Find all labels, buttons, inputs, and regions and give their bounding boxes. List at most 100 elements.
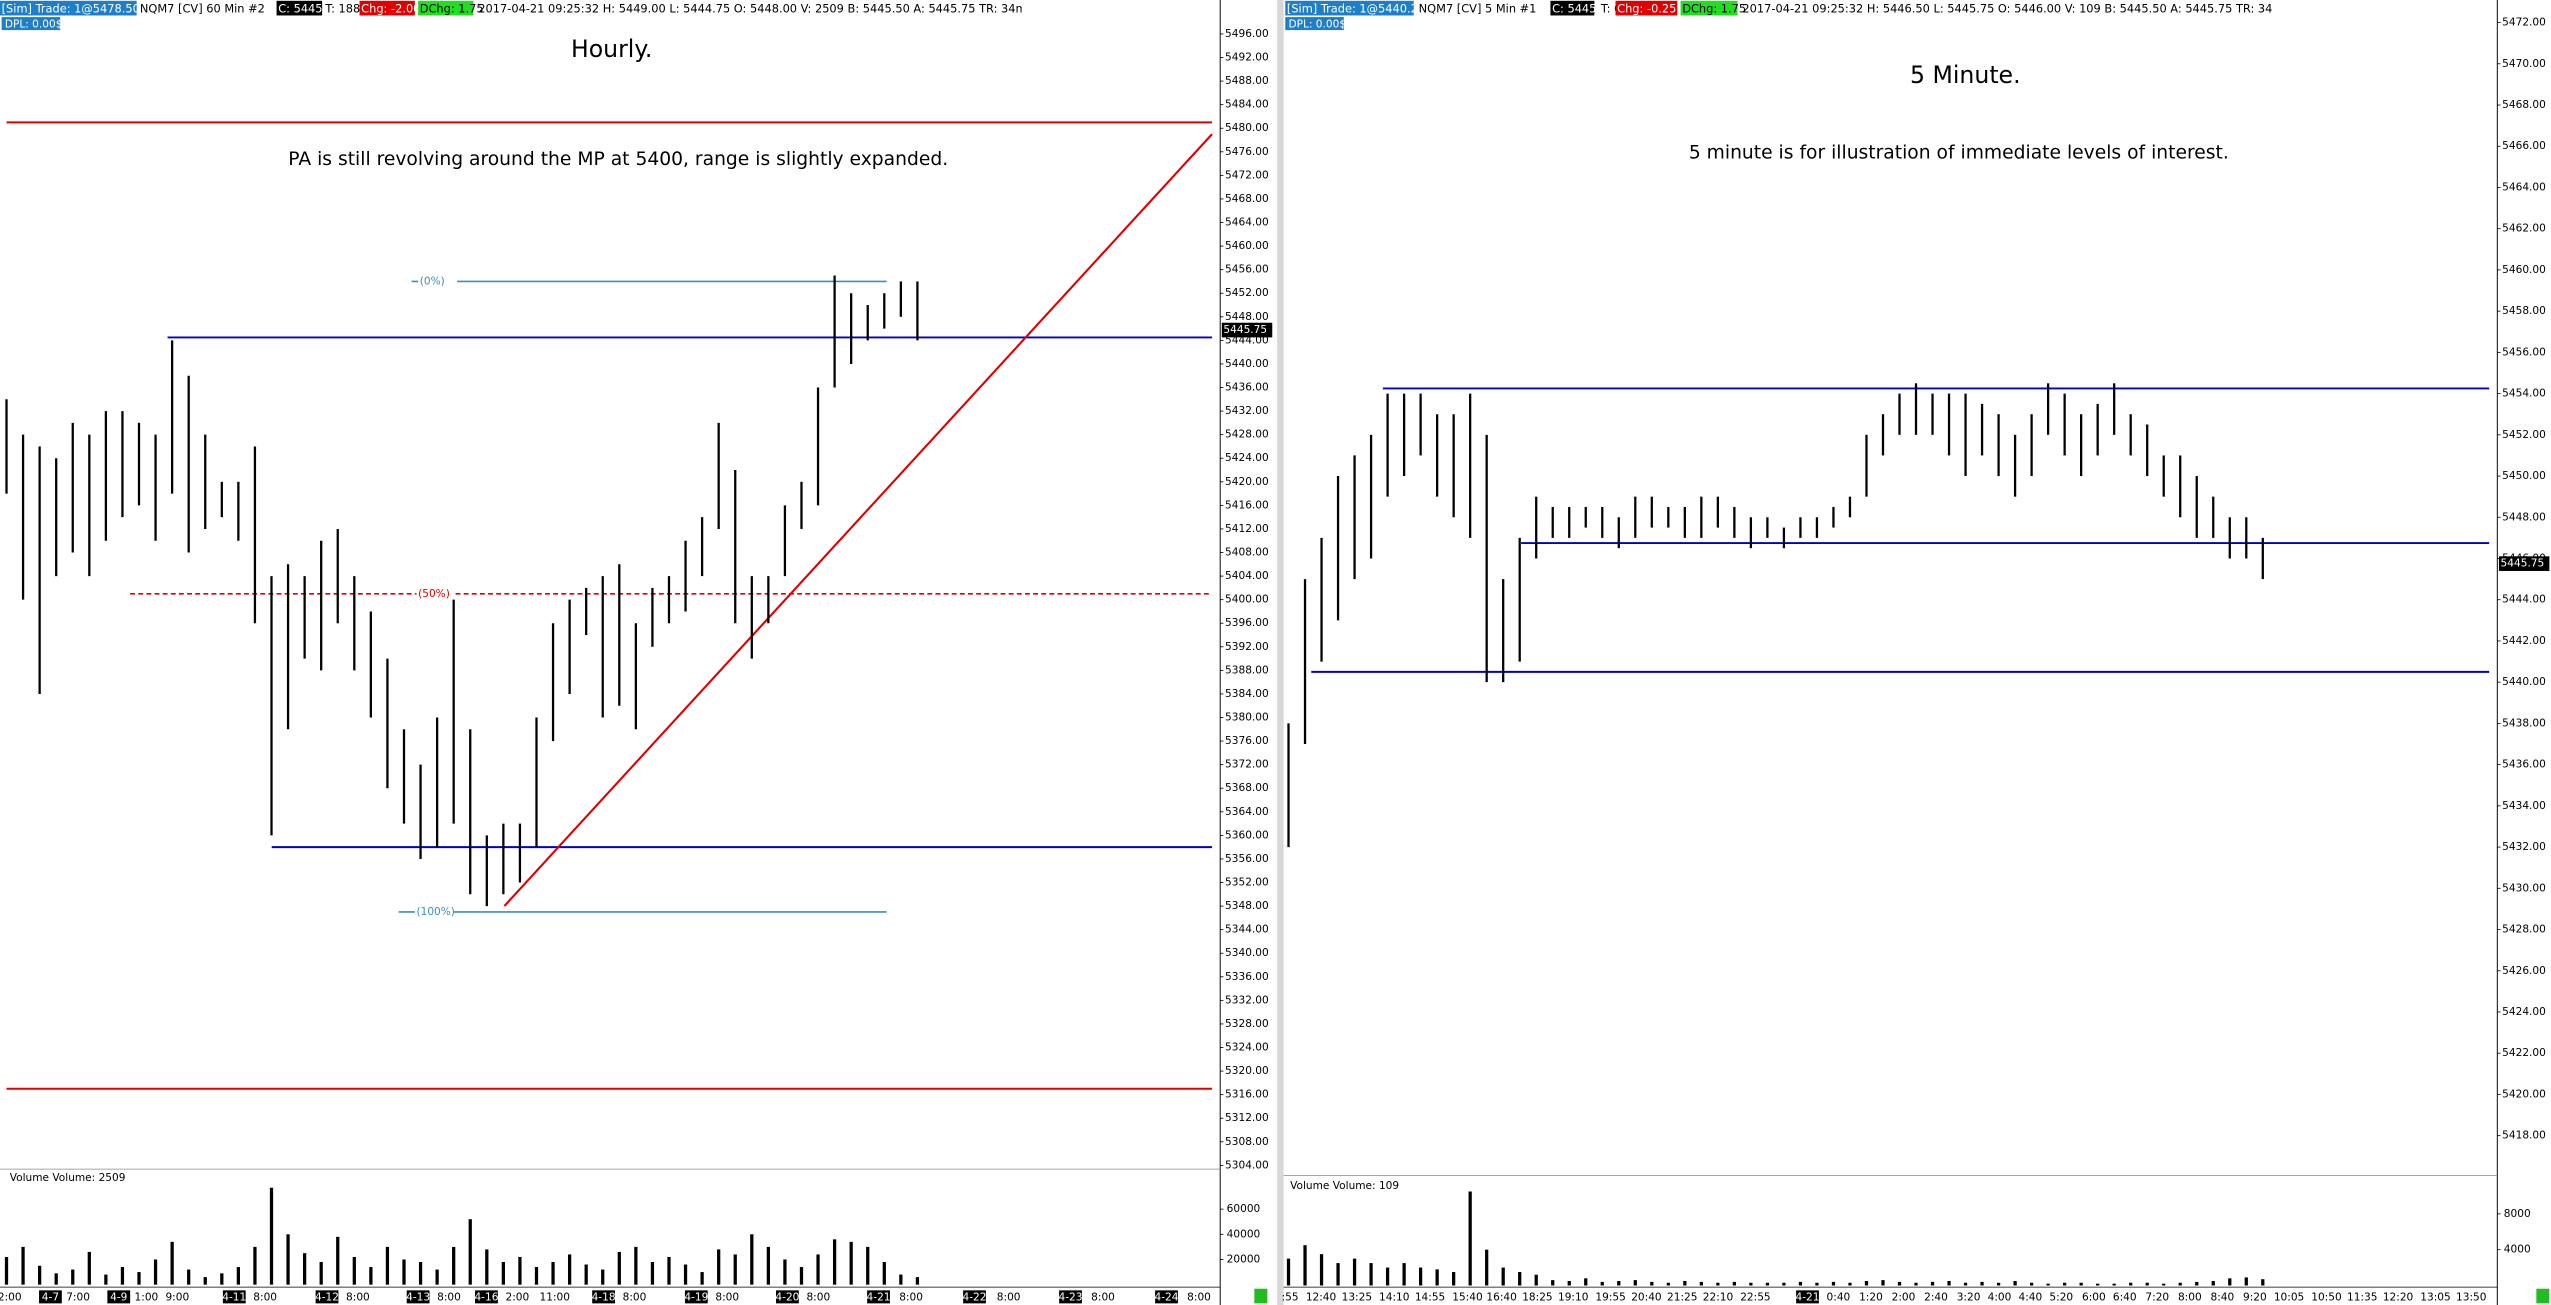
x-tick-label: 8:00 [437,1292,461,1304]
x-tick-label: 13:25 [1342,1292,1372,1304]
volume-bar [38,1265,42,1285]
y-tick-label: 5336.00 [1225,971,1269,983]
volume-bar [236,1267,241,1285]
y-tick-label: 5320.00 [1225,1065,1269,1077]
volume-bar [617,1251,621,1285]
y-tick-label: 5372.00 [1225,759,1269,771]
volume-bar [220,1273,224,1285]
volume-bar [1699,1281,1703,1286]
volume-tick-label: 60000 [1227,1203,1261,1215]
volume-bar [700,1272,704,1285]
volume-tick-label: 20000 [1227,1253,1261,1265]
panel-divider [1277,0,1284,1305]
volume-bar [1749,1282,1753,1286]
volume-bar [485,1249,489,1285]
x-tick-label: 4:40 [2019,1292,2043,1304]
x-tick-label: 8:00 [346,1292,370,1304]
x-tick-label: 21:25 [1667,1292,1697,1304]
volume-bar [87,1251,91,1285]
x-tick-label: 8:00 [623,1292,647,1304]
y-tick-label: 5480.00 [1225,122,1269,134]
header-text: DChg: 1.75 [420,1,484,15]
volume-bar [1369,1263,1373,1286]
volume-bar [915,1277,920,1285]
y-tick-label: 5456.00 [2502,346,2546,358]
x-tick-label: 4-18 [592,1292,616,1304]
x-tick-label: 4-16 [474,1292,498,1304]
date-chip [592,1290,615,1304]
volume-tick-label: 4000 [2504,1244,2531,1256]
volume-bar [1683,1280,1687,1286]
x-tick-label: 8:00 [1187,1292,1211,1304]
header-chip [1680,0,1738,16]
last-price-label: 5445.75 [2501,558,2545,570]
x-tick-label: :55 [1282,1292,1299,1304]
date-chip [315,1290,339,1304]
volume-bar [733,1254,737,1285]
header-text: C: 5445.75 [278,1,340,15]
header-text: [Sim] Trade: 1@5478.50 [2,1,140,15]
y-tick-label: 5484.00 [1225,99,1269,111]
chart-title: 5 Minute. [1910,61,2021,89]
volume-bar [1435,1269,1439,1286]
y-tick-label: 5438.00 [2502,717,2546,729]
volume-bar [1551,1280,1555,1286]
header-chip [0,0,137,16]
volume-bar [1584,1278,1588,1286]
y-tick-label: 5442.00 [2502,635,2546,647]
date-chip [107,1290,131,1304]
y-tick-label: 5392.00 [1225,641,1269,653]
y-tick-label: 5456.00 [1225,264,1269,276]
volume-bar [750,1234,754,1285]
date-chip [1796,1290,1819,1304]
y-tick-label: 5424.00 [1225,452,1269,464]
last-price-chip [1221,322,1273,338]
y-tick-label: 5308.00 [1225,1136,1269,1148]
volume-bar [1798,1281,1803,1286]
volume-bar [1501,1267,1505,1286]
volume-bar [1418,1267,1423,1286]
volume-bar [468,1219,472,1285]
volume-bar [2244,1277,2248,1286]
x-tick-label: 22:55 [1740,1292,1770,1304]
date-chip [776,1290,799,1304]
y-tick-label: 5472.00 [1225,169,1269,181]
header-text: 2017-04-21 09:25:32 H: 5449.00 L: 5444.7… [478,1,1113,15]
x-tick-label: 6:40 [2113,1292,2137,1304]
x-tick-label: 4-13 [406,1292,430,1304]
volume-bar [170,1241,174,1285]
volume-bar [120,1267,125,1285]
volume-bar [1897,1281,1902,1286]
fib-label: (50%) [418,588,450,600]
x-tick-label: 19:10 [1558,1292,1589,1304]
y-tick-label: 5466.00 [2502,140,2546,152]
x-tick-label: 16:40 [1486,1292,1517,1304]
date-chip [39,1290,62,1304]
header-text: 2017-04-21 09:25:32 H: 5446.50 L: 5445.7… [1742,1,2370,15]
x-tick-label: 3:20 [1957,1292,1981,1304]
annotation: PA is still revolving around the MP at 5… [288,149,948,170]
volume-bar [1567,1280,1571,1286]
volume-bar [534,1267,539,1285]
volume-bar [1600,1281,1604,1286]
y-tick-label: 5416.00 [1225,499,1269,511]
volume-bar [683,1264,688,1285]
x-tick-label: 4-9 [110,1292,127,1304]
x-tick-label: 9:20 [2243,1292,2267,1304]
fib-label-bg [418,274,458,288]
volume-bar [1732,1281,1736,1286]
volume-bar [286,1234,290,1285]
volume-bar [601,1269,605,1285]
volume-bar [1402,1263,1406,1286]
volume-bar [1633,1280,1637,1286]
volume-bar [319,1261,323,1285]
volume-bar [153,1259,158,1285]
x-tick-label: 8:00 [806,1292,830,1304]
y-tick-label: 5492.00 [1225,52,1269,64]
y-tick-label: 5440.00 [1225,358,1269,370]
header-bar: [Sim] Trade: 1@5478.50 NQM7 [CV] 60 Min #… [0,0,1113,16]
volume-bar [54,1273,58,1285]
x-tick-label: 5:20 [2049,1292,2073,1304]
y-tick-label: 5434.00 [2502,800,2546,812]
y-tick-label: 5420.00 [2502,1088,2546,1100]
